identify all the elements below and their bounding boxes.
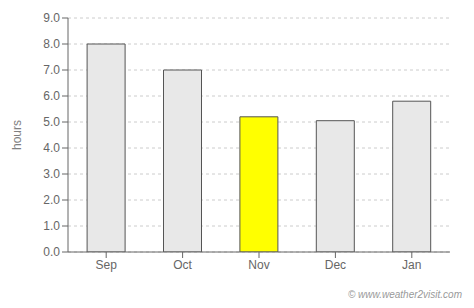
svg-text:6.0: 6.0 bbox=[43, 89, 60, 103]
svg-text:hours: hours bbox=[10, 120, 24, 150]
svg-text:7.0: 7.0 bbox=[43, 63, 60, 77]
svg-text:Dec: Dec bbox=[325, 258, 346, 272]
svg-text:0.0: 0.0 bbox=[43, 245, 60, 259]
svg-text:5.0: 5.0 bbox=[43, 115, 60, 129]
svg-text:3.0: 3.0 bbox=[43, 167, 60, 181]
svg-text:Oct: Oct bbox=[173, 258, 192, 272]
svg-text:9.0: 9.0 bbox=[43, 11, 60, 25]
svg-text:1.0: 1.0 bbox=[43, 219, 60, 233]
svg-text:Sep: Sep bbox=[96, 258, 118, 272]
svg-text:4.0: 4.0 bbox=[43, 141, 60, 155]
svg-text:2.0: 2.0 bbox=[43, 193, 60, 207]
svg-text:Jan: Jan bbox=[402, 258, 421, 272]
svg-text:Nov: Nov bbox=[248, 258, 269, 272]
svg-text:8.0: 8.0 bbox=[43, 37, 60, 51]
html-text:© www.weather2visit.com: © www.weather2visit.com bbox=[347, 289, 462, 300]
